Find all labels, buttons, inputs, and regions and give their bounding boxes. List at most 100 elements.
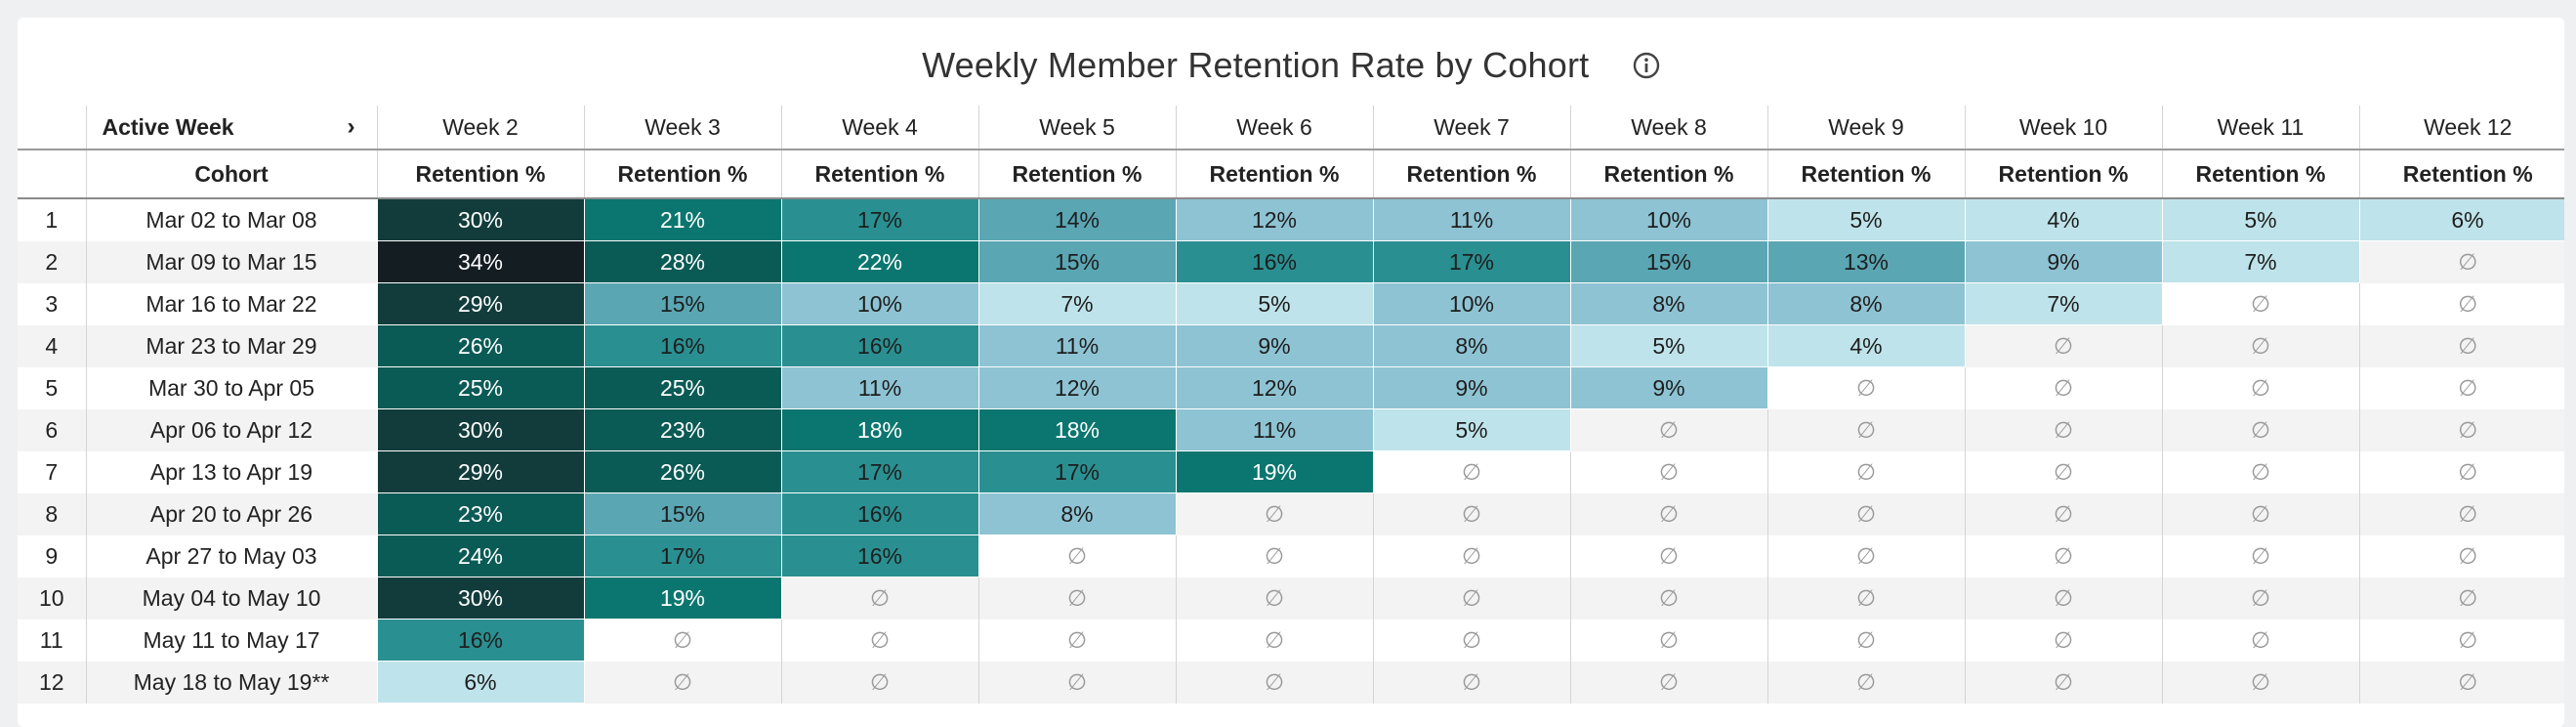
table-row: 3 Mar 16 to Mar 22 29% 15% 10% 7% 5% 10% 8% 8% 7% ∅… xyxy=(18,282,2564,325)
retention-header: Retention % xyxy=(1175,150,1373,199)
empty-cell: ∅ xyxy=(1964,661,2162,704)
retention-cell: 5% xyxy=(1175,282,1374,325)
retention-cell: 4% xyxy=(1766,324,1966,367)
retention-cell: 7% xyxy=(1964,282,2163,325)
week-header[interactable]: Week 5 xyxy=(977,106,1176,150)
empty-cell: ∅ xyxy=(2161,408,2359,451)
empty-cell: ∅ xyxy=(2161,282,2359,325)
retention-cell: 18% xyxy=(780,408,979,451)
retention-cell: 6% xyxy=(2358,197,2564,241)
retention-cell: 30% xyxy=(376,197,585,241)
retention-cell: 24% xyxy=(376,535,585,577)
week-header[interactable]: Week 2 xyxy=(376,106,584,150)
table-row: 12 May 18 to May 19** 6% ∅ ∅ ∅ ∅ ∅ ∅ ∅ ∅ ∅ ∅ xyxy=(18,661,2564,704)
empty-cell: ∅ xyxy=(1175,577,1373,620)
table-row: 1 Mar 02 to Mar 08 30% 21% 17% 14% 12% 11% 10% 5%… xyxy=(18,197,2564,241)
table-row: 11 May 11 to May 17 16% ∅ ∅ ∅ ∅ ∅ ∅ ∅ ∅ ∅ ∅ xyxy=(18,619,2564,662)
cohort-label: Mar 30 to Apr 05 xyxy=(85,366,377,409)
empty-cell: ∅ xyxy=(1964,577,2162,620)
retention-cell: 16% xyxy=(376,619,585,662)
info-icon[interactable] xyxy=(1633,52,1660,79)
empty-cell: ∅ xyxy=(1766,408,1965,451)
retention-cell: 17% xyxy=(780,197,979,241)
retention-cell: 5% xyxy=(2161,197,2360,241)
row-index: 3 xyxy=(45,290,59,317)
retention-cell: 12% xyxy=(977,366,1177,409)
retention-cell: 18% xyxy=(977,408,1177,451)
week-header[interactable]: Week 4 xyxy=(780,106,978,150)
retention-cell: 4% xyxy=(1964,197,2163,241)
empty-cell: ∅ xyxy=(1964,535,2162,577)
week-header[interactable]: Week 3 xyxy=(583,106,781,150)
empty-cell: ∅ xyxy=(1569,577,1767,620)
week-header[interactable]: Week 7 xyxy=(1372,106,1570,150)
retention-cell: 15% xyxy=(583,492,782,535)
retention-cell: 9% xyxy=(1569,366,1768,409)
week-header[interactable]: Week 11 xyxy=(2161,106,2359,150)
retention-cell: 9% xyxy=(1175,324,1374,367)
corner-header xyxy=(18,106,86,150)
week-header[interactable]: Week 10 xyxy=(1964,106,2162,150)
retention-cell: 5% xyxy=(1372,408,1571,451)
retention-cell: 5% xyxy=(1569,324,1768,367)
chevron-right-icon[interactable]: › xyxy=(347,113,355,140)
retention-cell: 34% xyxy=(376,240,585,283)
retention-cell: 15% xyxy=(583,282,782,325)
empty-cell: ∅ xyxy=(2358,324,2564,367)
empty-cell: ∅ xyxy=(1372,577,1570,620)
retention-table: Active Week › Week 2 Week 3 Week 4 Week 5 We… xyxy=(18,106,2564,704)
empty-cell: ∅ xyxy=(2358,282,2564,325)
empty-cell: ∅ xyxy=(2161,492,2359,535)
table-row: 7 Apr 13 to Apr 19 29% 26% 17% 17% 19% ∅ ∅ ∅ ∅ ∅ ∅ xyxy=(18,450,2564,493)
empty-cell: ∅ xyxy=(2161,366,2359,409)
empty-cell: ∅ xyxy=(977,619,1176,662)
week-header[interactable]: Week 9 xyxy=(1766,106,1965,150)
table-row: 5 Mar 30 to Apr 05 25% 25% 11% 12% 12% 9% 9% ∅ ∅ ∅ ∅ xyxy=(18,366,2564,409)
row-index: 12 xyxy=(18,661,86,704)
retention-cell: 17% xyxy=(780,450,979,493)
empty-cell: ∅ xyxy=(780,661,978,704)
chart-title: Weekly Member Retention Rate by Cohort xyxy=(922,45,1590,85)
cohort-label: May 18 to May 19** xyxy=(85,661,377,704)
retention-cell: 7% xyxy=(2161,240,2360,283)
empty-cell: ∅ xyxy=(977,661,1176,704)
empty-cell: ∅ xyxy=(2161,661,2359,704)
week-header[interactable]: Week 12 xyxy=(2358,106,2564,150)
empty-cell: ∅ xyxy=(977,535,1176,577)
empty-cell: ∅ xyxy=(1766,577,1965,620)
retention-cell: 10% xyxy=(780,282,979,325)
retention-cell: 7% xyxy=(977,282,1177,325)
cohort-label: Apr 27 to May 03 xyxy=(85,535,377,577)
empty-cell: ∅ xyxy=(2358,366,2564,409)
row-index: 5 xyxy=(45,374,59,401)
retention-header: Retention % xyxy=(1372,150,1570,199)
row-index: 2 xyxy=(18,240,86,283)
retention-cell: 23% xyxy=(583,408,782,451)
row-index: 4 xyxy=(18,324,86,367)
row-index: 8 xyxy=(18,492,86,535)
retention-header: Retention % xyxy=(977,150,1176,199)
row-index: 9 xyxy=(45,542,59,569)
retention-cell: 25% xyxy=(376,366,585,409)
table-row: 2 Mar 09 to Mar 15 34% 28% 22% 15% 16% 17% 15% 13… xyxy=(18,240,2564,283)
table-row: 10 May 04 to May 10 30% 19% ∅ ∅ ∅ ∅ ∅ ∅ ∅ ∅ ∅ xyxy=(18,577,2564,620)
retention-cell: 10% xyxy=(1372,282,1571,325)
empty-cell: ∅ xyxy=(1372,450,1570,493)
empty-cell: ∅ xyxy=(1175,661,1373,704)
week-header[interactable]: Week 6 xyxy=(1175,106,1373,150)
active-week-header[interactable]: Active Week › xyxy=(85,106,377,150)
retention-cell: 17% xyxy=(583,535,782,577)
cohort-label: Apr 13 to Apr 19 xyxy=(85,450,377,493)
empty-cell: ∅ xyxy=(1175,535,1373,577)
empty-cell: ∅ xyxy=(2358,450,2564,493)
empty-cell: ∅ xyxy=(1766,619,1965,662)
cohort-label: May 04 to May 10 xyxy=(85,577,377,620)
week-header[interactable]: Week 8 xyxy=(1569,106,1767,150)
retention-cell: 16% xyxy=(780,492,979,535)
retention-cell: 16% xyxy=(1175,240,1374,283)
empty-cell: ∅ xyxy=(2358,619,2564,662)
retention-cell: 22% xyxy=(780,240,979,283)
retention-cell: 8% xyxy=(1569,282,1768,325)
empty-cell: ∅ xyxy=(1766,492,1965,535)
retention-header: Retention % xyxy=(583,150,781,199)
